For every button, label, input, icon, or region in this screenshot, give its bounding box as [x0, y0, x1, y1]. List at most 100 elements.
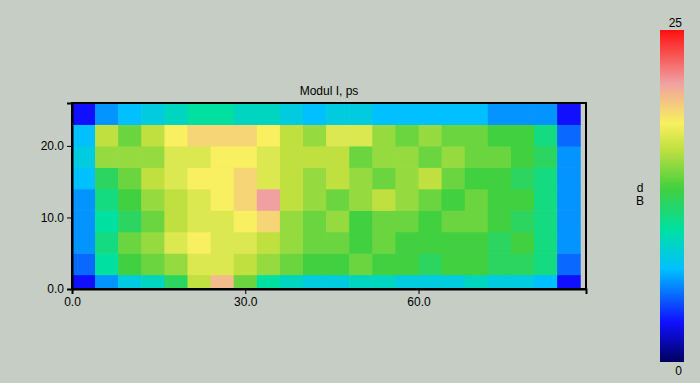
- tick-mark: [245, 289, 246, 294]
- title: Modul I, ps: [300, 84, 359, 98]
- cell: [72, 189, 96, 211]
- cell: [188, 189, 212, 211]
- cell: [118, 210, 142, 232]
- cell: [419, 253, 443, 275]
- cell: [280, 189, 304, 211]
- cell: [372, 232, 396, 254]
- cells: [72, 103, 581, 289]
- colorbar-tick-label: 0: [675, 364, 682, 378]
- cell: [164, 167, 188, 189]
- cell: [95, 275, 119, 289]
- tick: 30.0: [234, 289, 258, 309]
- cell: [372, 189, 396, 211]
- cell: [303, 189, 327, 211]
- cell: [395, 253, 419, 275]
- cell: [303, 210, 327, 232]
- cell: [395, 232, 419, 254]
- cell: [141, 275, 165, 289]
- cell: [488, 210, 512, 232]
- cell: [118, 124, 142, 146]
- cell: [303, 124, 327, 146]
- cell: [164, 232, 188, 254]
- cell: [326, 232, 350, 254]
- cell: [280, 146, 304, 168]
- cell: [257, 189, 281, 211]
- cell: [188, 253, 212, 275]
- cell: [211, 232, 235, 254]
- cell: [465, 232, 489, 254]
- tick-mark: [419, 289, 420, 294]
- cell: [72, 275, 96, 289]
- cell: [349, 210, 373, 232]
- cell: [326, 253, 350, 275]
- cell: [395, 103, 419, 125]
- cell: [419, 189, 443, 211]
- cell: [95, 167, 119, 189]
- cell: [188, 232, 212, 254]
- cell: [419, 124, 443, 146]
- cell: [465, 189, 489, 211]
- cell: [141, 103, 165, 125]
- cell: [280, 253, 304, 275]
- cell: [372, 167, 396, 189]
- cell: [164, 103, 188, 125]
- cell: [372, 253, 396, 275]
- cell: [511, 124, 535, 146]
- cell: [326, 146, 350, 168]
- cell: [372, 275, 396, 289]
- cell: [280, 124, 304, 146]
- cell: [349, 253, 373, 275]
- cell: [72, 124, 96, 146]
- cell: [534, 253, 558, 275]
- cell: [465, 253, 489, 275]
- cell: [188, 275, 212, 289]
- cell: [141, 167, 165, 189]
- y-axis: 0.010.020.0: [41, 104, 73, 297]
- cell: [419, 232, 443, 254]
- cell: [534, 124, 558, 146]
- cell: [164, 124, 188, 146]
- cell: [234, 253, 258, 275]
- cell: [164, 275, 188, 289]
- cell: [442, 275, 466, 289]
- chart: 0.030.060.00.010.020.0Modul I, ps025dB: [0, 0, 700, 383]
- cell: [141, 253, 165, 275]
- cell: [72, 210, 96, 232]
- cell: [211, 210, 235, 232]
- cell: [188, 210, 212, 232]
- cell: [141, 189, 165, 211]
- cell: [349, 232, 373, 254]
- cell: [257, 103, 281, 125]
- cell: [211, 189, 235, 211]
- cell: [488, 146, 512, 168]
- tick-mark: [67, 289, 72, 290]
- cell: [326, 189, 350, 211]
- cell: [488, 103, 512, 125]
- cell: [257, 146, 281, 168]
- axis-line: [67, 104, 73, 290]
- cell: [326, 275, 350, 289]
- cell: [118, 103, 142, 125]
- tick: 10.0: [41, 211, 72, 225]
- cell: [488, 275, 512, 289]
- axis-line: [73, 290, 587, 295]
- cell: [303, 167, 327, 189]
- cell: [534, 275, 558, 289]
- cell: [442, 210, 466, 232]
- cell: [557, 210, 581, 232]
- cell: [188, 103, 212, 125]
- cell: [95, 253, 119, 275]
- cell: [211, 103, 235, 125]
- cell: [303, 146, 327, 168]
- cell: [488, 232, 512, 254]
- cell: [534, 167, 558, 189]
- cell: [118, 146, 142, 168]
- cell: [141, 232, 165, 254]
- cell: [95, 189, 119, 211]
- cell: [141, 146, 165, 168]
- cell: [534, 232, 558, 254]
- cell: [326, 167, 350, 189]
- cell: [349, 146, 373, 168]
- cell: [234, 146, 258, 168]
- cell: [557, 189, 581, 211]
